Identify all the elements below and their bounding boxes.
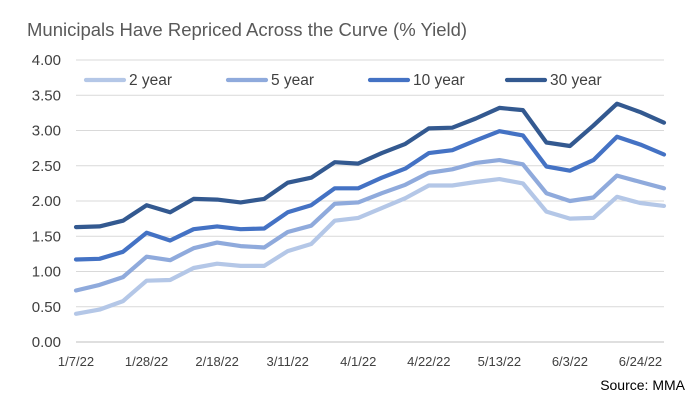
legend-label: 30 year (550, 72, 602, 89)
y-tick-label: 1.50 (32, 228, 61, 245)
y-tick-label: 2.00 (32, 193, 61, 210)
y-tick-label: 0.50 (32, 299, 61, 316)
legend-item-2-year: 2 year (83, 72, 172, 89)
gridlines (76, 59, 664, 343)
y-tick-label: 4.00 (32, 52, 61, 69)
legend-label: 10 year (413, 72, 465, 89)
y-tick-label: 3.00 (32, 123, 61, 140)
chart-title: Municipals Have Repriced Across the Curv… (27, 19, 467, 40)
series-line-5-year (73, 158, 667, 293)
legend-label: 2 year (129, 72, 172, 89)
series-line-30-year (73, 101, 667, 230)
series-line-10-year (73, 129, 667, 262)
y-tick-label: 1.00 (32, 264, 61, 281)
x-tick-label: 4/22/22 (407, 354, 450, 369)
x-axis-ticks: 1/7/22 1/28/22 2/18/22 3/11/22 4/1/22 4/22/22… (58, 354, 662, 369)
x-tick-label: 3/11/22 (266, 354, 308, 369)
x-tick-label: 1/28/22 (125, 354, 168, 369)
x-tick-label: 6/24/22 (619, 354, 662, 369)
x-tick-label: 5/13/22 (478, 354, 521, 369)
x-tick-label: 6/3/22 (552, 354, 588, 369)
legend-item-10-year: 10 year (367, 72, 465, 89)
y-tick-label: 3.50 (32, 87, 61, 104)
y-axis-ticks: 0.00 0.50 1.00 1.50 2.00 2.50 3.00 3.50 4.00 (32, 52, 61, 351)
legend-item-5-year: 5 year (225, 72, 314, 89)
legend-item-30-year: 30 year (504, 72, 602, 89)
y-tick-label: 0.00 (32, 334, 61, 351)
y-tick-label: 2.50 (32, 158, 61, 175)
legend: 2 year 5 year 10 year 30 year (83, 72, 602, 89)
x-tick-label: 2/18/22 (195, 354, 238, 369)
x-tick-label: 4/1/22 (340, 354, 376, 369)
x-tick-label: 1/7/22 (58, 354, 94, 369)
source-note: Source: MMA (600, 377, 685, 393)
series-lines (73, 101, 667, 316)
legend-label: 5 year (271, 72, 314, 89)
series-line-2-year (73, 177, 667, 316)
